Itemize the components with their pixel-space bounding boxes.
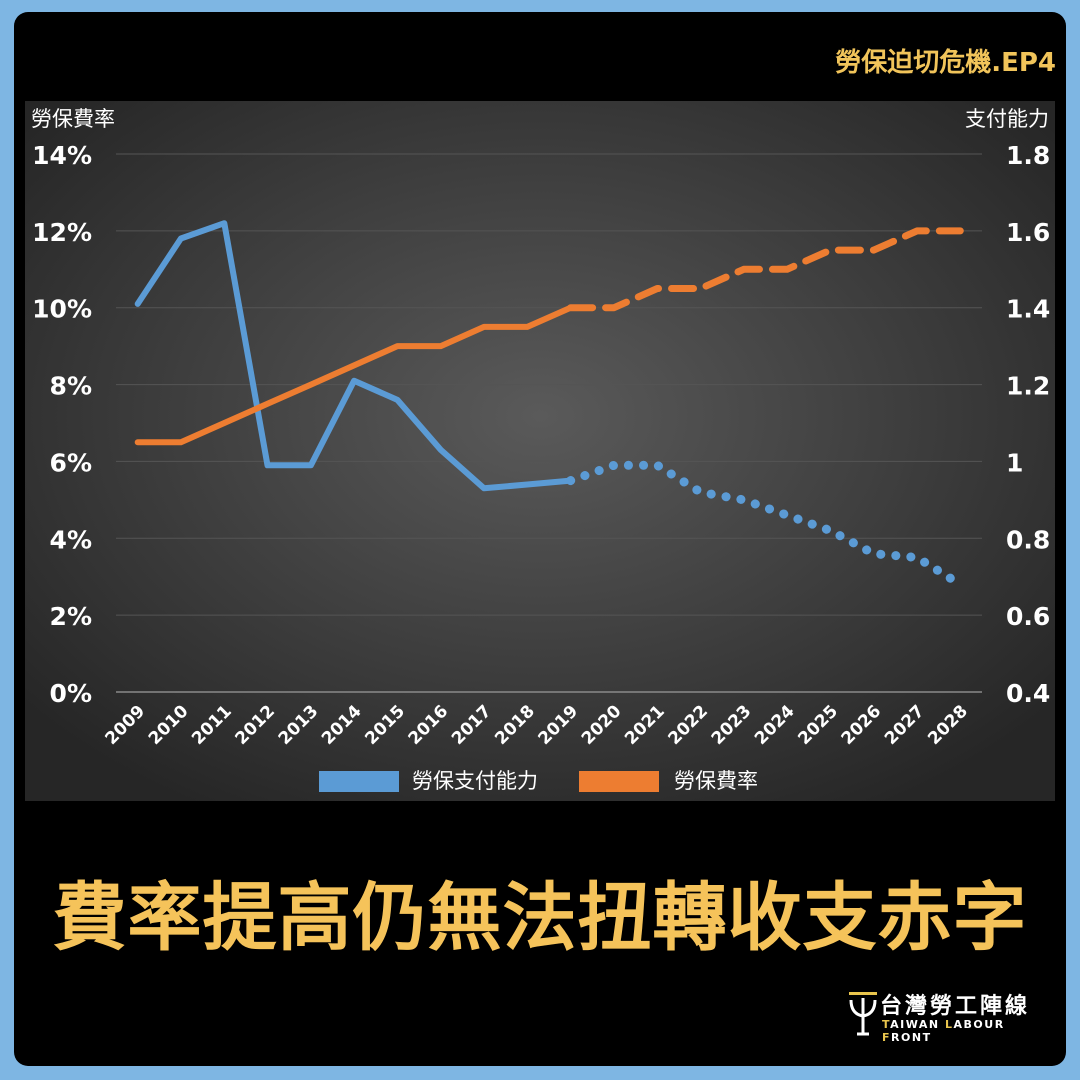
series-lines [134, 220, 965, 589]
y-tick-right: 0.8 [1006, 525, 1050, 554]
y-axis-label-right: 支付能力 [965, 107, 1049, 131]
y-tick-left: 2% [50, 602, 92, 631]
series-line-projection [567, 227, 964, 312]
logo: 台灣勞工陣線 TAIWAN LABOUR FRONT [846, 988, 1056, 1044]
series-line-actual [134, 220, 574, 492]
series-line-projection [566, 460, 965, 589]
y-tick-right: 1.4 [1006, 295, 1050, 324]
logo-name-en: TAIWAN LABOUR FRONT [882, 1018, 1005, 1044]
y-tick-left: 12% [32, 218, 92, 247]
y-tick-right: 1.6 [1006, 218, 1050, 247]
legend: 勞保支付能力 勞保費率 [319, 769, 758, 793]
y-tick-left: 4% [50, 525, 92, 554]
y-tick-right: 1 [1006, 448, 1023, 477]
logo-name-cn: 台灣勞工陣線 [880, 994, 1031, 1019]
gridlines [116, 153, 982, 693]
y-tick-right: 0.6 [1006, 602, 1050, 631]
chart-background [25, 101, 1055, 801]
y-tick-left: 6% [50, 448, 92, 477]
y-tick-left: 10% [32, 295, 92, 324]
episode-tag: 勞保迫切危機.EP4 [835, 48, 1056, 78]
y-tick-left: 14% [32, 141, 92, 170]
trident-icon [849, 992, 877, 1036]
legend-swatch-payment-ability [319, 771, 399, 792]
legend-label-payment-ability: 勞保支付能力 [412, 769, 538, 793]
headline: 費率提高仍無法扭轉收支赤字 [52, 875, 1028, 961]
series-line-actual [134, 304, 574, 446]
y-tick-left: 0% [50, 679, 92, 708]
legend-swatch-premium-rate [579, 771, 659, 792]
y-tick-right: 1.2 [1006, 372, 1050, 401]
y-tick-left: 8% [50, 372, 92, 401]
y-axis-label-left: 勞保費率 [31, 107, 115, 131]
y-tick-right: 0.4 [1006, 679, 1050, 708]
legend-label-premium-rate: 勞保費率 [674, 769, 758, 793]
y-tick-right: 1.8 [1006, 141, 1050, 170]
